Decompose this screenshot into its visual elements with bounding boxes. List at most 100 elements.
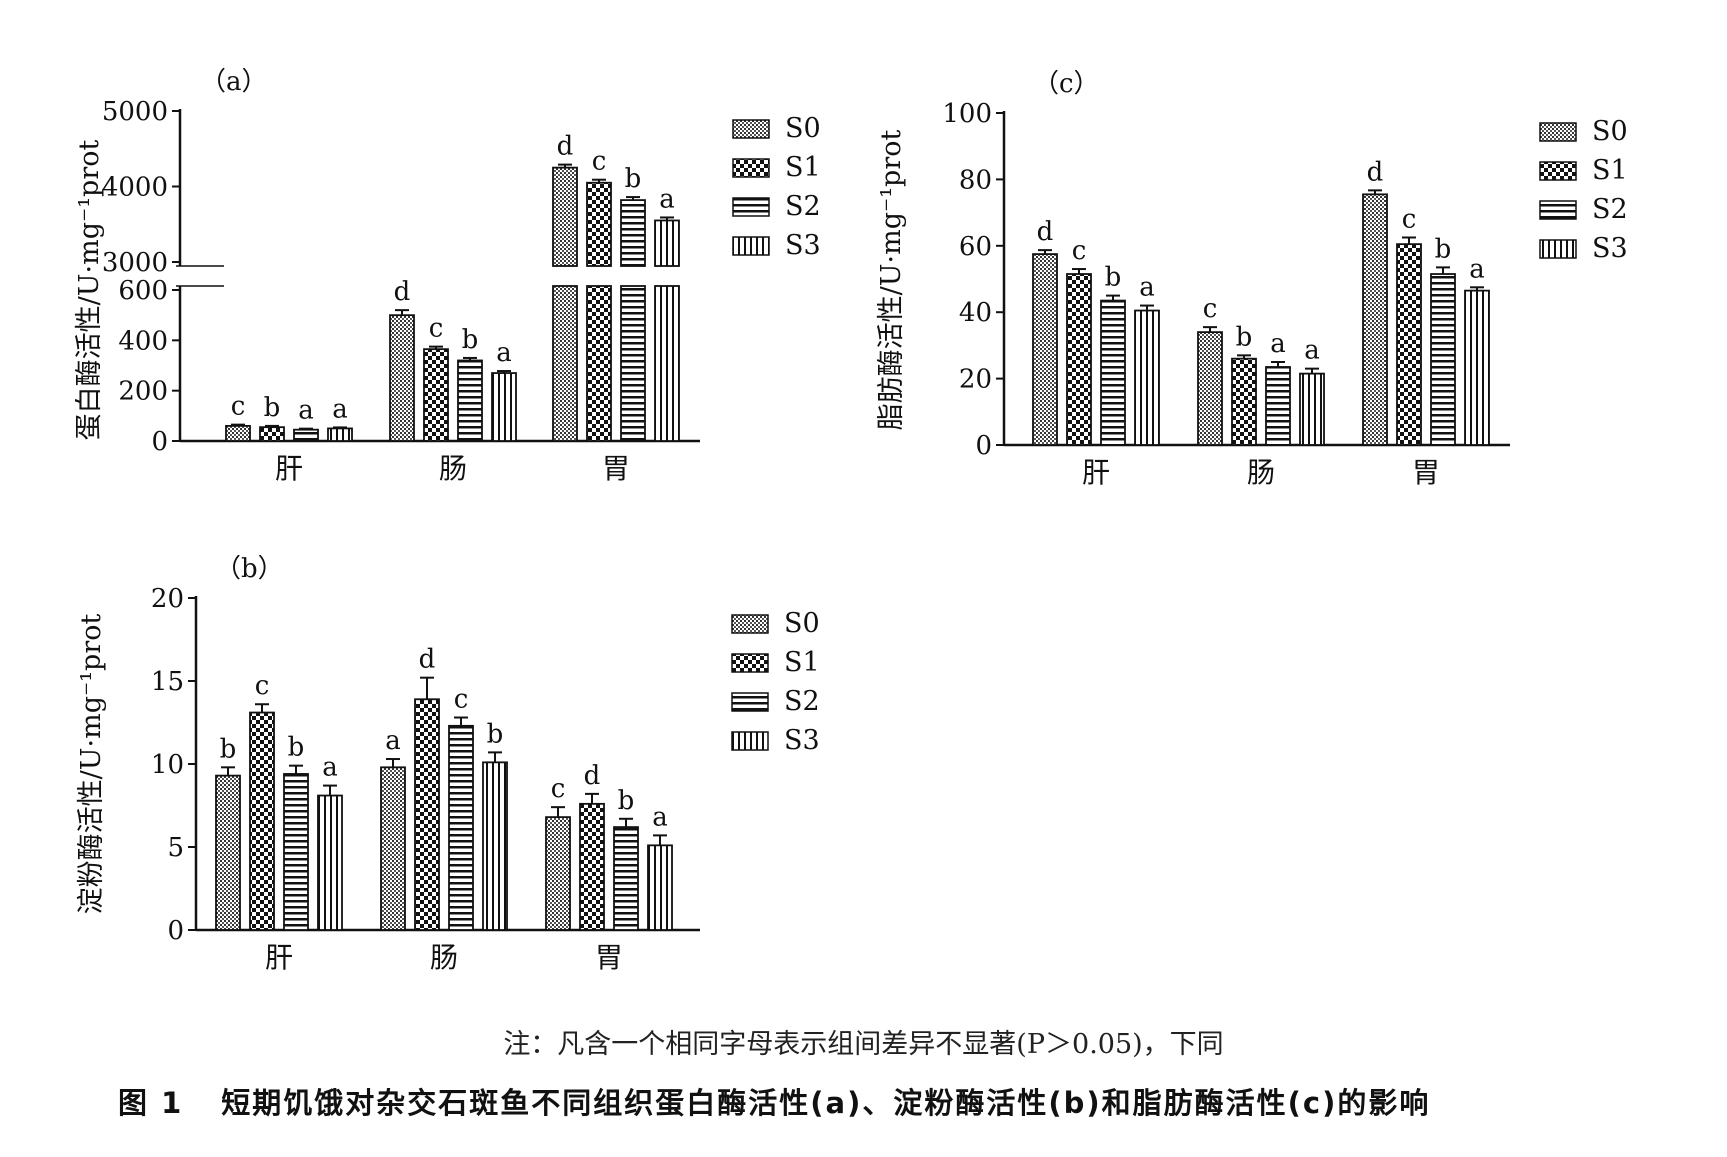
- significance-letter-c: b: [1105, 263, 1122, 293]
- significance-letter-b: b: [487, 719, 504, 749]
- panel-label-a: （a）: [200, 67, 268, 97]
- significance-letter-a: a: [496, 338, 512, 368]
- significance-letter-a: d: [557, 132, 574, 162]
- legend-label-b-s2: S2: [784, 686, 820, 717]
- legend-label-c-s1: S1: [1592, 155, 1628, 186]
- bar-b-s3: [317, 794, 343, 931]
- y-tick-label-a: 5000: [102, 97, 168, 127]
- bar-c-s3: [1299, 372, 1325, 446]
- significance-letter-c: d: [1037, 217, 1054, 247]
- legend-swatch-b-s0: [731, 614, 769, 634]
- significance-letter-a: b: [462, 325, 479, 355]
- y-axis-title-a: 蛋白酶活性/U·mg⁻¹prot: [74, 140, 105, 441]
- significance-letter-c: a: [1270, 329, 1286, 359]
- figure-canvas: 0200400600300040005000（a）蛋白酶活性/U·mg⁻¹pro…: [74, 67, 1628, 974]
- bar-a-s3: [327, 427, 353, 442]
- y-tick-label-c: 100: [942, 99, 992, 129]
- legend-swatch-c-s1: [1539, 161, 1577, 181]
- legend-swatch-b-s3: [731, 731, 769, 751]
- significance-letter-b: a: [652, 802, 668, 832]
- legend-swatch-a-s2: [732, 197, 770, 217]
- significance-letter-a: c: [592, 147, 607, 177]
- bar-b-s3: [482, 761, 508, 931]
- legend-swatch-a-s1: [732, 158, 770, 178]
- significance-letter-b: d: [419, 645, 436, 675]
- bar-c-s2: [1100, 299, 1126, 446]
- bar-a-s1: [259, 426, 285, 442]
- significance-letter-a: b: [625, 164, 642, 194]
- legend-swatch-b-s1: [731, 653, 769, 673]
- bar-c-s0: [1197, 331, 1223, 446]
- x-category-label-b: 肠: [430, 941, 458, 974]
- bar-c-s1: [1396, 243, 1422, 446]
- x-category-label-b: 胃: [595, 941, 623, 974]
- figure-title: 短期饥饿对杂交石斑鱼不同组织蛋白酶活性(a)、淀粉酶活性(b)和脂肪酶活性(c)…: [221, 1086, 1431, 1120]
- bar-c-s0: [1362, 193, 1388, 446]
- bar-a-s2: [620, 285, 646, 442]
- y-tick-label-b: 15: [151, 667, 184, 697]
- significance-letter-a: a: [659, 184, 675, 214]
- legend-label-a-s2: S2: [785, 191, 821, 222]
- bar-b-s0: [545, 816, 571, 931]
- significance-letter-c: c: [1203, 294, 1218, 324]
- legend-label-c-s2: S2: [1592, 194, 1628, 225]
- bar-c-s2: [1265, 366, 1291, 446]
- bar-b-s1: [414, 698, 440, 931]
- y-tick-label-c: 60: [959, 232, 992, 262]
- legend-swatch-c-s0: [1539, 122, 1577, 142]
- significance-letter-c: a: [1469, 254, 1485, 284]
- legend-swatch-a-s0: [732, 119, 770, 139]
- significance-letter-a: c: [231, 392, 246, 422]
- y-tick-label-b: 20: [151, 584, 184, 614]
- significance-letter-b: b: [288, 733, 305, 763]
- y-tick-label-c: 80: [959, 165, 992, 195]
- bar-b-s1: [579, 802, 605, 931]
- y-tick-label-a: 600: [118, 276, 168, 306]
- significance-letter-a: d: [394, 277, 411, 307]
- bar-a-s1: [586, 285, 612, 442]
- significance-letter-b: d: [584, 761, 601, 791]
- significance-letter-a: a: [332, 394, 348, 424]
- y-axis-title-c: 脂肪酶活性/U·mg⁻¹prot: [876, 130, 907, 431]
- significance-letter-a: b: [264, 393, 281, 423]
- bar-c-s3: [1134, 309, 1160, 446]
- bar-a-s0: [225, 424, 251, 442]
- bar-b-s2: [283, 773, 309, 931]
- significance-letter-b: c: [454, 685, 469, 715]
- y-tick-label-a: 3000: [102, 248, 168, 278]
- y-tick-label-b: 5: [167, 833, 184, 863]
- x-category-label-b: 肝: [265, 941, 293, 974]
- panel-label-b: （b）: [215, 554, 284, 584]
- significance-letter-c: a: [1139, 273, 1155, 303]
- significance-letter-c: d: [1367, 157, 1384, 187]
- bar-a-s0: [389, 314, 415, 442]
- bar-a-s3: [491, 372, 517, 442]
- y-tick-label-a: 200: [118, 377, 168, 407]
- y-axis-title-b: 淀粉酶活性/U·mg⁻¹prot: [76, 614, 107, 915]
- significance-letter-a: c: [429, 314, 444, 344]
- bar-a-s0: [552, 285, 578, 442]
- legend-label-a-s1: S1: [785, 152, 821, 183]
- bar-c-s1: [1231, 357, 1257, 446]
- bar-b-s0: [380, 766, 406, 931]
- significance-letter-c: c: [1402, 205, 1417, 235]
- y-tick-label-a: 0: [151, 427, 168, 457]
- x-category-label-c: 肝: [1082, 456, 1110, 489]
- legend-label-c-s0: S0: [1592, 116, 1628, 147]
- bar-a-s2: [293, 428, 319, 442]
- y-tick-label-a: 4000: [102, 173, 168, 203]
- bar-upper-a-s0: [552, 166, 578, 267]
- legend-label-a-s0: S0: [785, 113, 821, 144]
- x-category-label-c: 胃: [1412, 456, 1440, 489]
- x-category-label-a: 胃: [602, 452, 630, 485]
- legend-label-b-s1: S1: [784, 647, 820, 678]
- bar-b-s2: [448, 724, 474, 931]
- caption-note: 注：凡含一个相同字母表示组间差异不显著(P＞0.05)，下同: [503, 1029, 1224, 1060]
- significance-letter-c: b: [1435, 234, 1452, 264]
- y-tick-label-c: 0: [975, 431, 992, 461]
- y-tick-label-b: 0: [167, 916, 184, 946]
- significance-letter-c: b: [1236, 322, 1253, 352]
- significance-letter-b: c: [551, 774, 566, 804]
